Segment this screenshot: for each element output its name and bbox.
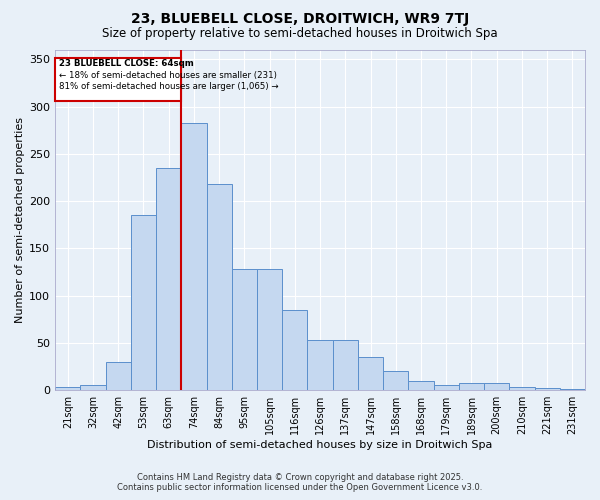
Bar [383, 372, 409, 390]
Text: Contains HM Land Registry data © Crown copyright and database right 2025.
Contai: Contains HM Land Registry data © Crown c… [118, 473, 482, 492]
Bar [156, 168, 181, 390]
Bar [434, 386, 459, 390]
X-axis label: Distribution of semi-detached houses by size in Droitwich Spa: Distribution of semi-detached houses by … [148, 440, 493, 450]
Bar [232, 269, 257, 390]
Text: 23 BLUEBELL CLOSE: 64sqm: 23 BLUEBELL CLOSE: 64sqm [59, 60, 194, 68]
Text: ← 18% of semi-detached houses are smaller (231): ← 18% of semi-detached houses are smalle… [59, 71, 277, 80]
Text: 81% of semi-detached houses are larger (1,065) →: 81% of semi-detached houses are larger (… [59, 82, 278, 91]
Bar [307, 340, 332, 390]
Bar [459, 382, 484, 390]
Bar [181, 123, 206, 390]
Bar [358, 357, 383, 390]
Bar [535, 388, 560, 390]
FancyBboxPatch shape [55, 58, 181, 101]
Bar [257, 269, 282, 390]
Text: 23, BLUEBELL CLOSE, DROITWICH, WR9 7TJ: 23, BLUEBELL CLOSE, DROITWICH, WR9 7TJ [131, 12, 469, 26]
Bar [106, 362, 131, 390]
Bar [484, 382, 509, 390]
Bar [509, 388, 535, 390]
Bar [55, 388, 80, 390]
Text: Size of property relative to semi-detached houses in Droitwich Spa: Size of property relative to semi-detach… [102, 28, 498, 40]
Bar [131, 216, 156, 390]
Bar [409, 381, 434, 390]
Bar [332, 340, 358, 390]
Bar [282, 310, 307, 390]
Y-axis label: Number of semi-detached properties: Number of semi-detached properties [15, 117, 25, 323]
Bar [80, 384, 106, 390]
Bar [206, 184, 232, 390]
